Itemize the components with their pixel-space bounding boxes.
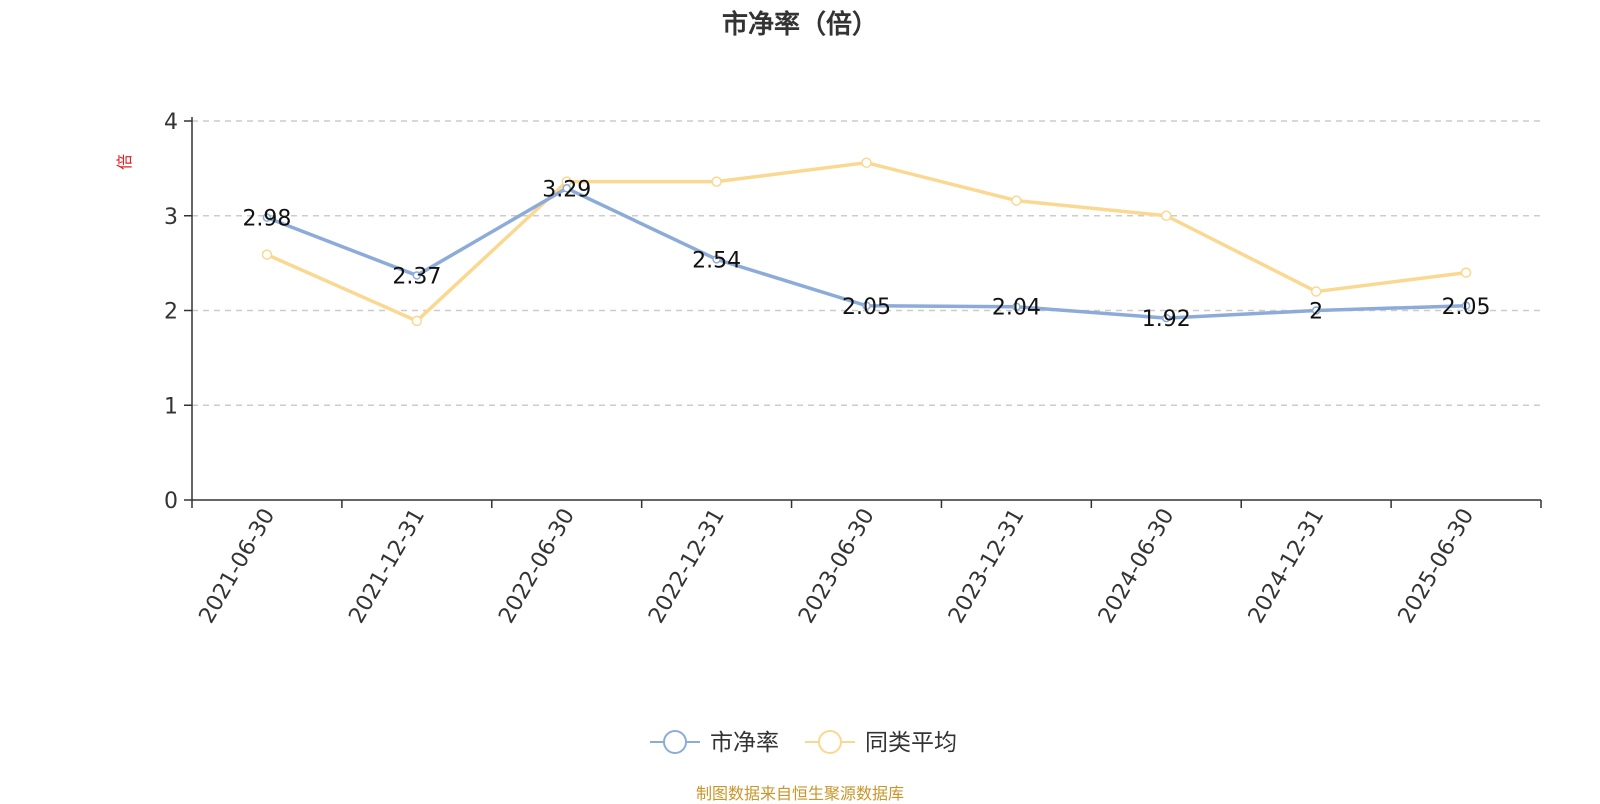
legend: 市净率 同类平均 bbox=[650, 730, 957, 756]
data-label: 2.05 bbox=[1442, 295, 1491, 320]
data-point bbox=[861, 157, 872, 168]
chart-title: 市净率（倍） bbox=[721, 10, 878, 40]
data-point bbox=[562, 184, 571, 193]
data-point bbox=[862, 301, 871, 311]
y-tick-label: 0 bbox=[164, 489, 178, 514]
y-axis-label: 倍 bbox=[115, 154, 134, 170]
data-label: 3.29 bbox=[542, 177, 591, 202]
data-point bbox=[1012, 302, 1021, 311]
x-tick-label: 2025-06-30 bbox=[1394, 505, 1480, 628]
x-tick-label: 2021-06-30 bbox=[195, 505, 281, 628]
legend-marker bbox=[818, 730, 842, 754]
data-point bbox=[411, 315, 423, 327]
x-tick-label: 2023-06-30 bbox=[794, 505, 880, 628]
data-label: 2.54 bbox=[692, 248, 741, 273]
x-tick-label: 2023-12-31 bbox=[944, 505, 1030, 628]
y-tick-label: 3 bbox=[164, 205, 178, 230]
data-label: 2.05 bbox=[842, 295, 891, 320]
x-tick-label: 2022-12-31 bbox=[644, 505, 730, 628]
data-point bbox=[1162, 313, 1171, 323]
data-point bbox=[261, 249, 273, 260]
x-tick-label: 2024-06-30 bbox=[1094, 505, 1180, 628]
x-tick-label: 2022-06-30 bbox=[494, 505, 580, 628]
data-point bbox=[1311, 306, 1321, 315]
data-label: 2 bbox=[1309, 300, 1323, 325]
data-point bbox=[1460, 267, 1472, 278]
legend-label: 同类平均 bbox=[865, 730, 957, 756]
source-note: 制图数据来自恒生聚源数据库 bbox=[695, 784, 904, 803]
data-point bbox=[262, 213, 272, 222]
legend-marker bbox=[663, 730, 687, 754]
x-tick-label: 2024-12-31 bbox=[1244, 505, 1330, 628]
data-label: 2.37 bbox=[392, 264, 441, 289]
y-tick-label: 2 bbox=[164, 300, 178, 325]
y-tick-label: 1 bbox=[164, 394, 178, 419]
x-tick-label: 2021-12-31 bbox=[344, 505, 430, 628]
data-point bbox=[1310, 286, 1322, 297]
axes: 0 1 2 3 4 2021-06-30 2021-12-31 2022-06-30 2022-… bbox=[115, 110, 1542, 628]
data-point bbox=[1161, 210, 1172, 221]
data-point bbox=[1011, 195, 1022, 206]
y-tick-label: 4 bbox=[164, 110, 178, 135]
data-point bbox=[412, 271, 422, 280]
data-labels: 2.98 2.37 3.29 2.54 2.05 2.04 1.92 2 2.05 bbox=[242, 177, 1490, 332]
data-point bbox=[1461, 301, 1471, 311]
data-point bbox=[712, 255, 721, 264]
data-label: 2.04 bbox=[992, 296, 1041, 321]
data-point bbox=[711, 176, 722, 187]
grid-lines bbox=[192, 120, 1541, 406]
data-label: 2.98 bbox=[242, 207, 291, 232]
legend-label: 市净率 bbox=[710, 730, 779, 756]
data-label: 1.92 bbox=[1142, 307, 1191, 332]
series-lines bbox=[261, 157, 1472, 327]
